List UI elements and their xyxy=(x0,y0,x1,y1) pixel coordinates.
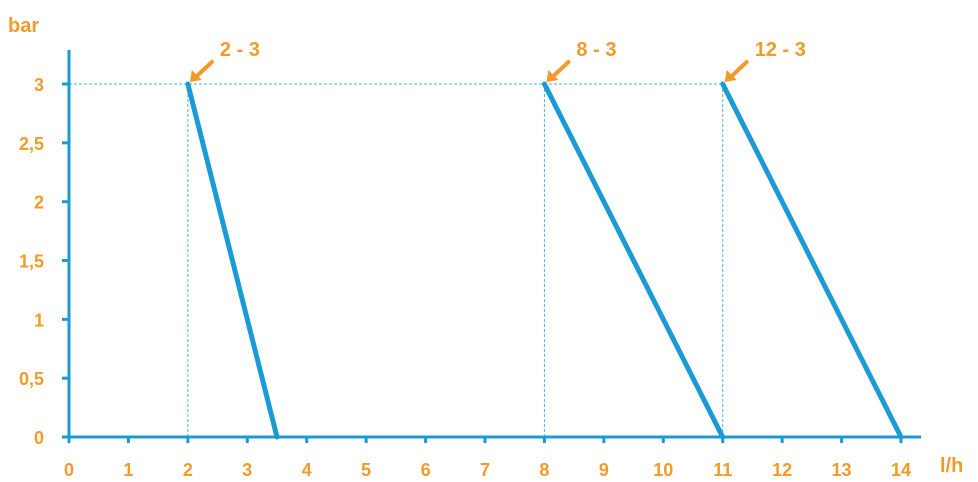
axes xyxy=(62,50,921,443)
y-tick-label: 0 xyxy=(34,428,44,448)
x-tick-label: 2 xyxy=(183,460,193,480)
x-tick-label: 7 xyxy=(480,460,490,480)
x-tick-label: 3 xyxy=(242,460,252,480)
x-tick-label: 6 xyxy=(421,460,431,480)
x-axis-unit: l/h xyxy=(940,455,963,477)
x-tick-label: 14 xyxy=(891,460,911,480)
series-line-1 xyxy=(541,81,726,440)
series-label-2: 12 - 3 xyxy=(755,39,806,61)
x-tick-label: 5 xyxy=(361,460,371,480)
guide-lines xyxy=(69,83,724,437)
y-tick-label: 2,5 xyxy=(19,134,44,154)
callout-arrow-head-2 xyxy=(724,70,737,82)
callout-arrow-shaft-1 xyxy=(550,60,571,79)
callout-arrow-head-1 xyxy=(546,70,559,82)
x-tick-label: 8 xyxy=(539,460,549,480)
x-tick-label: 0 xyxy=(64,460,74,480)
x-tick-label: 10 xyxy=(653,460,673,480)
x-tick-label: 4 xyxy=(302,460,312,480)
y-axis-unit: bar xyxy=(8,15,39,37)
series-lines xyxy=(185,81,904,440)
y-tick-label: 3 xyxy=(34,75,44,95)
x-tick-label: 11 xyxy=(713,460,732,480)
x-tick-label: 9 xyxy=(599,460,609,480)
series-label-0: 2 - 3 xyxy=(220,39,260,61)
y-tick-label: 2 xyxy=(34,193,44,213)
series-line-2 xyxy=(720,81,904,440)
series-line-0 xyxy=(185,81,280,440)
callout-arrow-shaft-0 xyxy=(193,60,214,79)
x-tick-label: 13 xyxy=(832,460,852,480)
callout-arrow-head-0 xyxy=(189,70,202,82)
y-tick-label: 1,5 xyxy=(19,252,44,272)
y-tick-label: 1 xyxy=(34,310,44,330)
callouts: 2 - 3 8 - 3 12 - 3 xyxy=(189,39,806,82)
y-tick-label: 0,5 xyxy=(19,369,44,389)
x-tick-label: 12 xyxy=(772,460,792,480)
callout-arrow-shaft-2 xyxy=(728,60,749,79)
x-tick-label: 1 xyxy=(123,460,133,480)
series-label-1: 8 - 3 xyxy=(576,39,616,61)
